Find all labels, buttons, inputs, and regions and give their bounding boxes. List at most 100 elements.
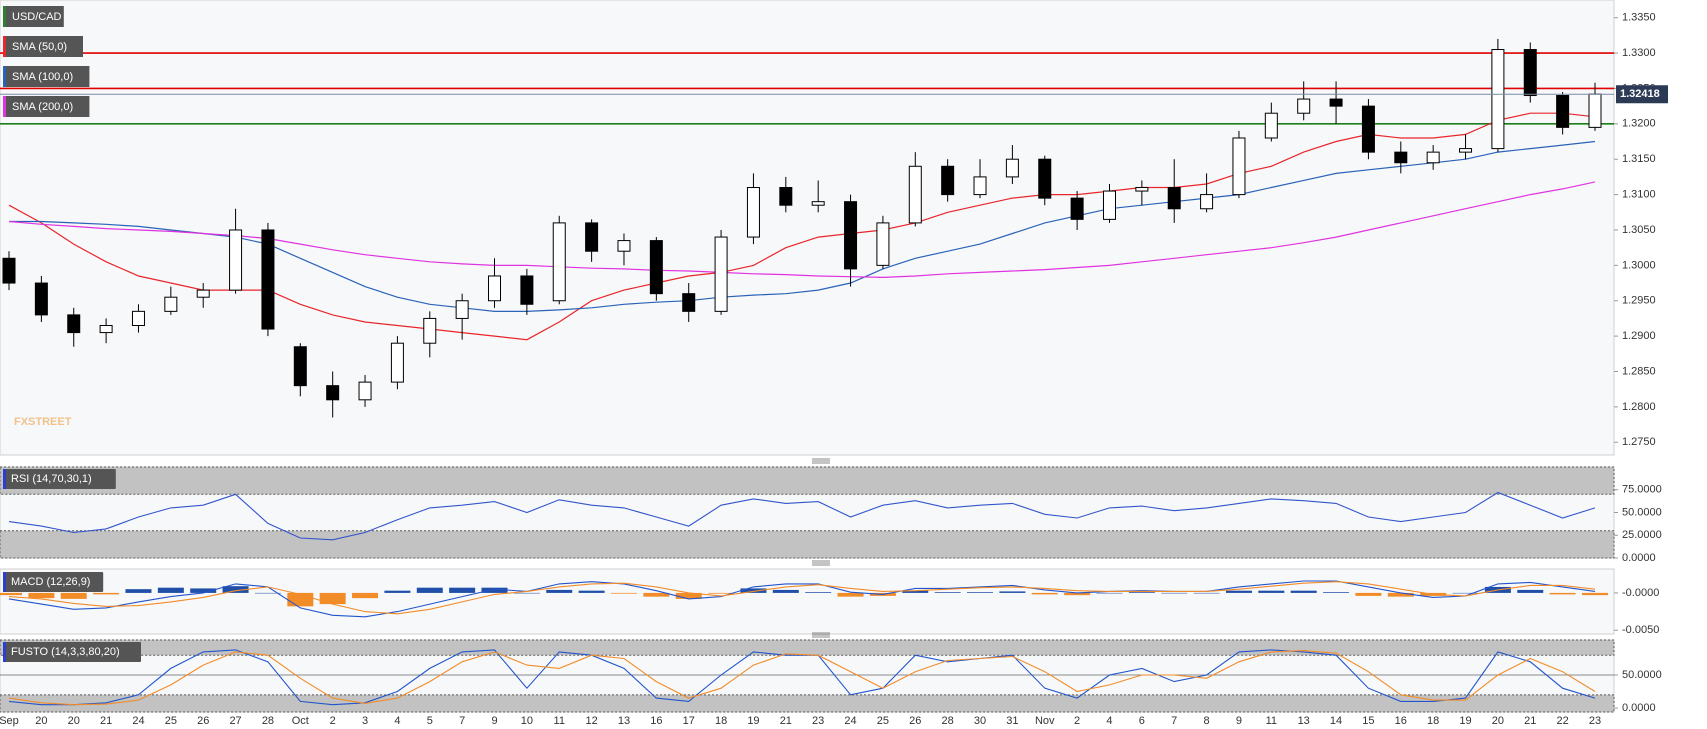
candle-body [164, 296, 178, 312]
x-tick-label: 24 [844, 715, 856, 727]
macd-histogram-bar [610, 592, 637, 594]
candle-body [908, 165, 922, 224]
candle-body [682, 293, 696, 312]
macd-histogram-bar [740, 588, 767, 593]
x-tick-label: 4 [1106, 715, 1112, 727]
candle-body [1459, 148, 1473, 153]
y-tick-label: 1.2750 [1622, 436, 1656, 448]
x-tick-label: 20 [68, 715, 80, 727]
macd-histogram-bar [1517, 589, 1544, 593]
x-tick-label: 19 [1459, 715, 1471, 727]
y-tick-label: 1.3050 [1622, 224, 1656, 236]
y-tick-label: 1.3200 [1622, 118, 1656, 130]
macd-histogram-bar [1128, 592, 1155, 593]
macd-histogram-bar [675, 592, 702, 599]
candle-body [1264, 112, 1278, 139]
macd-histogram-bar [352, 592, 379, 599]
indicator-line [8, 580, 1596, 618]
watermark: FXSTREET [14, 416, 72, 428]
candle-body [1329, 98, 1343, 107]
candle-body [390, 342, 404, 383]
candle-body [423, 317, 437, 344]
x-tick-label: 10 [521, 715, 533, 727]
x-tick-label: 23 [812, 715, 824, 727]
x-tick-label: 26 [909, 715, 921, 727]
x-tick-label: 26 [197, 715, 209, 727]
x-tick-label: 21 [100, 715, 112, 727]
indicator-label-box [3, 572, 104, 592]
legend-swatch [3, 6, 6, 27]
legend-label: SMA (200,0) [12, 101, 73, 113]
macd-histogram-bar [254, 592, 281, 594]
x-tick-label: Sep [0, 715, 19, 727]
y-tick-label: 0.0000 [1622, 552, 1656, 564]
y-tick-label: 1.3150 [1622, 153, 1656, 165]
candle-body [746, 187, 760, 238]
legend-swatch [3, 96, 6, 117]
x-tick-label: 3 [362, 715, 368, 727]
x-tick-label: 18 [1427, 715, 1439, 727]
indicator-label: FUSTO (14,3,3,80,20) [11, 646, 120, 658]
macd-histogram-bar [772, 589, 799, 593]
candle-body [229, 229, 243, 291]
x-tick-label: 30 [974, 715, 986, 727]
candle-body [1394, 151, 1408, 164]
candle-body [1523, 49, 1537, 97]
macd-panel [0, 568, 1615, 635]
candle-body [1232, 137, 1246, 196]
macd-histogram-bar [28, 592, 55, 599]
macd-histogram-bar [319, 592, 346, 605]
x-tick-label: 28 [942, 715, 954, 727]
last-price-box [1616, 85, 1668, 104]
x-tick-label: 24 [132, 715, 144, 727]
candle-body [196, 289, 210, 298]
candle-body [876, 222, 890, 266]
macd-histogram-bar [93, 592, 120, 595]
x-tick-label: 18 [715, 715, 727, 727]
candle-body [1556, 95, 1570, 128]
y-tick-label: 0.0000 [1622, 702, 1656, 714]
legend-swatch [3, 66, 6, 87]
macd-histogram-bar [1290, 590, 1317, 593]
macd-histogram-bar [222, 586, 249, 593]
candle-body [714, 236, 728, 312]
y-tick-label: 25.0000 [1622, 529, 1662, 541]
indicator-line [8, 650, 1596, 706]
candle-body [99, 325, 113, 334]
candle-body [2, 257, 16, 284]
legend-label: SMA (50,0) [12, 41, 67, 53]
lower-band [0, 530, 1615, 559]
lower-band [0, 694, 1615, 713]
candle-body [1005, 158, 1019, 178]
indicator-label-box [3, 469, 116, 489]
macd-histogram-bar [1323, 592, 1350, 593]
y-tick-label: 1.3000 [1622, 259, 1656, 271]
candle-body [455, 300, 469, 319]
macd-histogram-bar [0, 592, 22, 596]
macd-histogram-bar [1096, 592, 1123, 594]
candle-body [67, 314, 81, 334]
y-tick-label: 1.2800 [1622, 401, 1656, 413]
x-tick-label: 7 [1171, 715, 1177, 727]
macd-histogram-bar [513, 592, 540, 594]
y-tick-label: 75.0000 [1622, 484, 1662, 496]
legend-swatch [3, 36, 6, 57]
x-tick-label: 4 [394, 715, 400, 727]
candle-body [131, 310, 145, 327]
x-tick-label: 13 [618, 715, 630, 727]
x-tick-label: 25 [165, 715, 177, 727]
candle-body [488, 275, 502, 302]
macd-histogram-bar [1031, 592, 1058, 595]
x-tick-label: 9 [491, 715, 497, 727]
candle-body [520, 275, 534, 305]
x-tick-label: 20 [1492, 715, 1504, 727]
panel-handles [812, 458, 830, 638]
x-tick-label: 19 [747, 715, 759, 727]
y-tick-label: 1.3350 [1622, 12, 1656, 24]
macd-histogram-bar [902, 590, 929, 593]
macd-histogram-bar [546, 589, 573, 593]
y-tick-label: -0.0000 [1622, 587, 1659, 599]
x-tick-label: 9 [1236, 715, 1242, 727]
y-tick-label: 1.2950 [1622, 295, 1656, 307]
